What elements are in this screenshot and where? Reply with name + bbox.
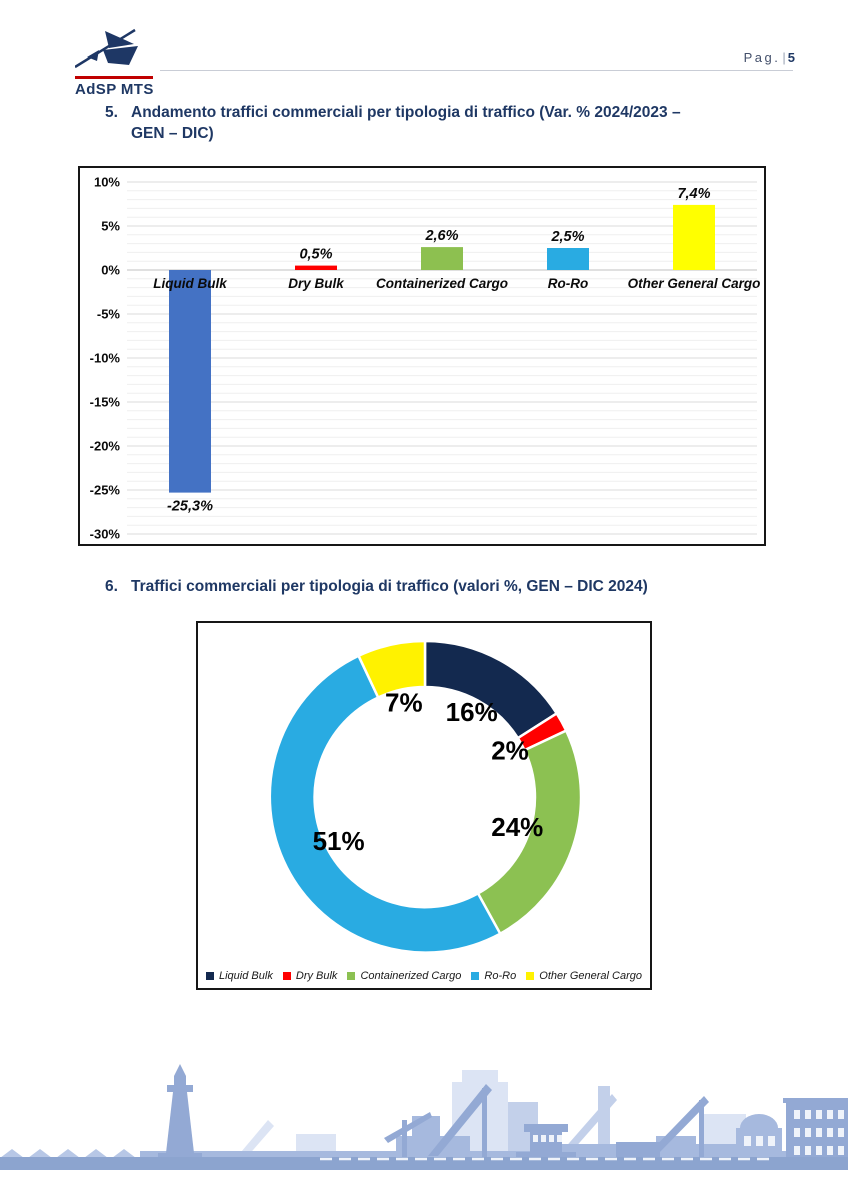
y-axis-tick-label: -30% [90, 527, 121, 542]
bar-category-label: Liquid Bulk [153, 276, 228, 291]
heading-text: Andamento traffici commerciali per tipol… [131, 104, 681, 142]
legend-item-liquid-bulk: Liquid Bulk [206, 970, 273, 982]
bar-other-general-cargo [673, 204, 715, 270]
bar-category-label: Containerized Cargo [376, 276, 508, 291]
bar-chart: 10% 5% 0% -5% -10% -15% -20% -25% -30% -25,3% Liqu… [90, 175, 761, 542]
y-axis-tick-label: -15% [90, 395, 121, 410]
bar-liquid-bulk [169, 270, 211, 493]
bar-chart-frame: 10% 5% 0% -5% -10% -15% -20% -25% -30% -25,3% Liqu… [78, 166, 766, 546]
bar-category-label: Other General Cargo [628, 276, 761, 291]
logo-underline [75, 76, 153, 79]
bar-category-label: Dry Bulk [288, 276, 345, 291]
legend-label: Ro-Ro [484, 970, 517, 982]
legend-label: Dry Bulk [295, 970, 338, 982]
bar-ro-ro [547, 248, 589, 270]
y-axis-tick-label: -25% [90, 483, 121, 498]
port-skyline-icon [0, 1064, 848, 1170]
legend-item-containerized-cargo: Containerized Cargo [347, 970, 461, 982]
donut-chart: 16% 2% 24% 51% 7% [268, 639, 583, 954]
bar-value-label: 7,4% [677, 186, 710, 202]
bar-category-label: Ro-Ro [548, 276, 589, 291]
y-axis-tick-label: 5% [101, 219, 120, 234]
heading-number: 6. [105, 578, 118, 595]
bar-dry-bulk [295, 265, 337, 270]
legend-label: Containerized Cargo [360, 970, 462, 982]
legend-item-other-general-cargo: Other General Cargo [526, 970, 642, 982]
legend-marker [206, 972, 214, 980]
bar-value-label: 2,6% [424, 228, 458, 244]
heading-text: Traffici commerciali per tipologia di tr… [131, 578, 648, 595]
y-axis-tick-label: -5% [97, 307, 121, 322]
donut-slice-label: 24% [491, 812, 543, 842]
section-6-heading: 6. Traffici commerciali per tipologia di… [105, 576, 795, 597]
donut-legend: Liquid Bulk Dry Bulk Containerized Cargo Ro… [206, 970, 642, 982]
legend-marker [282, 972, 291, 980]
legend-item-ro-ro: Ro-Ro [471, 970, 516, 982]
section-5-heading: 5. Andamento traffici commerciali per ti… [105, 102, 795, 144]
adsp-mts-logo: AdSP MTS [74, 26, 165, 98]
bar-value-label: 2,5% [550, 229, 584, 245]
header-rule [160, 70, 793, 71]
heading-number: 5. [105, 104, 118, 121]
y-axis-tick-label: 10% [94, 175, 120, 190]
donut-slice-label: 16% [446, 697, 498, 727]
page-number-value: 5 [787, 50, 795, 65]
donut-slice-ro-ro [268, 654, 502, 954]
ship-logo-icon [74, 28, 138, 69]
bar-containerized-cargo [421, 247, 463, 270]
legend-label: Liquid Bulk [219, 970, 273, 982]
y-axis-tick-label: -20% [90, 439, 121, 454]
logo-text: AdSP MTS [75, 81, 154, 98]
bar-value-label: 0,5% [299, 247, 332, 263]
page-number-separator: | [782, 50, 786, 65]
bar-value-label: -25,3% [167, 499, 213, 515]
donut-slice-label: 2% [491, 735, 529, 765]
legend-marker [347, 972, 356, 980]
page-number: Pag. | 5 [744, 50, 795, 65]
donut-slice-other-general-cargo [356, 639, 427, 700]
legend-item-dry-bulk: Dry Bulk [282, 970, 338, 982]
legend-marker [471, 972, 480, 980]
page-label: Pag. [743, 50, 781, 65]
legend-label: Other General Cargo [539, 970, 642, 982]
y-axis-tick-label: -10% [90, 351, 121, 366]
footer-skyline [0, 1056, 848, 1176]
legend-marker [526, 972, 535, 980]
donut-slice-label: 7% [385, 687, 423, 717]
donut-chart-frame: 16% 2% 24% 51% 7% Liquid Bulk Dry Bulk Contain… [196, 621, 652, 990]
y-axis-tick-label: 0% [101, 263, 120, 278]
donut-slice-label: 51% [313, 826, 365, 856]
